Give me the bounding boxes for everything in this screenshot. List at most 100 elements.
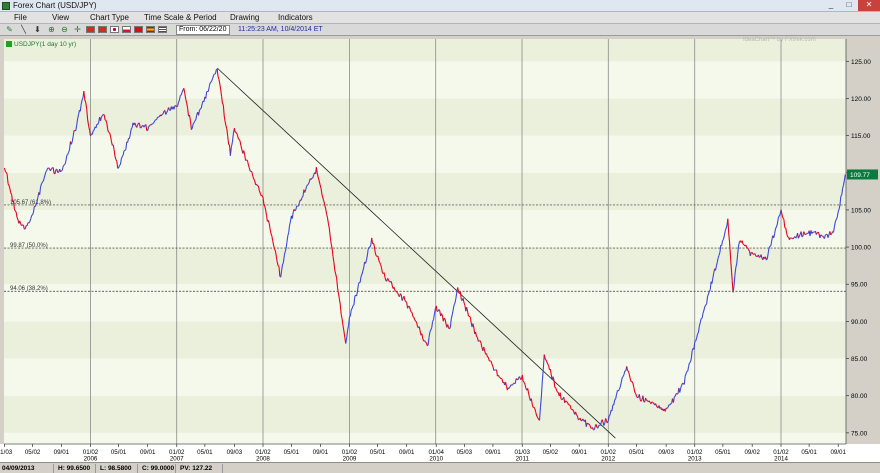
price-segment bbox=[147, 126, 150, 131]
maximize-button[interactable]: □ bbox=[846, 0, 852, 9]
usa-flag-icon[interactable] bbox=[158, 26, 167, 33]
price-segment bbox=[212, 74, 215, 79]
x-tick-label: 09/01 bbox=[830, 449, 846, 456]
price-segment bbox=[333, 262, 336, 271]
price-segment bbox=[112, 144, 115, 150]
price-segment bbox=[35, 201, 38, 204]
menu-time-scale-period[interactable]: Time Scale & Period bbox=[144, 13, 217, 22]
price-segment bbox=[71, 136, 74, 142]
menu-view[interactable]: View bbox=[52, 13, 70, 22]
price-segment bbox=[165, 112, 168, 115]
switzerland-flag-icon[interactable] bbox=[98, 26, 107, 33]
price-segment bbox=[247, 164, 250, 169]
price-segment bbox=[428, 331, 431, 338]
y-tick-label: 95.00 bbox=[851, 282, 868, 289]
price-segment bbox=[193, 120, 196, 123]
price-segment bbox=[609, 410, 612, 415]
year-gridlines bbox=[90, 39, 782, 444]
price-segment bbox=[424, 340, 426, 343]
price-segment bbox=[223, 115, 226, 122]
turkey-flag-icon[interactable] bbox=[134, 26, 143, 33]
price-segment bbox=[114, 156, 117, 160]
pencil-icon[interactable]: ✎ bbox=[6, 25, 13, 34]
price-segment bbox=[327, 223, 330, 229]
price-segment bbox=[413, 316, 416, 320]
menu-drawing[interactable]: Drawing bbox=[230, 13, 260, 22]
price-segment bbox=[43, 174, 46, 179]
price-segment bbox=[533, 407, 536, 410]
price-segment bbox=[645, 397, 647, 401]
poland-flag-icon[interactable] bbox=[122, 26, 131, 33]
price-segment bbox=[613, 399, 616, 405]
price-chart[interactable]: 105.67 (61.8%) 99.87 (50.0%) 94.06 (38.2%)… bbox=[0, 36, 880, 463]
arrow-icon[interactable]: ⬇ bbox=[34, 25, 41, 34]
price-segment bbox=[476, 336, 478, 338]
x-tick-label: 09/01 bbox=[571, 449, 587, 456]
menu-file[interactable]: File bbox=[14, 13, 27, 22]
price-segment bbox=[282, 255, 285, 263]
price-segment bbox=[108, 131, 110, 134]
menu-indicators[interactable]: Indicators bbox=[278, 13, 313, 22]
price-segment bbox=[591, 427, 594, 431]
zoom-in-icon[interactable]: ⊕ bbox=[48, 25, 55, 34]
price-segment bbox=[522, 380, 525, 383]
price-segment bbox=[696, 333, 699, 339]
price-segment bbox=[32, 206, 35, 213]
price-segment bbox=[349, 309, 352, 317]
price-segment bbox=[820, 234, 823, 237]
x-tick-label: 01/03 bbox=[515, 449, 531, 456]
status-low: L: 98.5800 bbox=[98, 464, 138, 473]
price-segment bbox=[777, 215, 780, 219]
date-range-field[interactable]: From: 06/22/20 bbox=[176, 25, 230, 35]
spain-flag-icon[interactable] bbox=[146, 26, 155, 33]
price-segment bbox=[803, 231, 806, 235]
price-segment bbox=[349, 315, 351, 318]
price-segment bbox=[619, 382, 622, 388]
price-segment bbox=[339, 304, 342, 315]
price-segment bbox=[817, 231, 820, 235]
price-segment bbox=[80, 99, 83, 105]
price-segment bbox=[87, 119, 90, 126]
minimize-button[interactable]: _ bbox=[828, 0, 834, 9]
price-segment bbox=[432, 319, 435, 322]
price-segment bbox=[599, 422, 602, 426]
price-segment bbox=[615, 394, 618, 400]
close-button[interactable]: ✕ bbox=[858, 0, 880, 11]
line-icon[interactable]: ╲ bbox=[21, 25, 26, 34]
price-segment bbox=[143, 124, 146, 128]
price-segment bbox=[705, 303, 708, 306]
price-segment bbox=[5, 172, 8, 175]
price-segment bbox=[491, 364, 494, 367]
zoom-out-icon[interactable]: ⊖ bbox=[61, 25, 68, 34]
price-segment bbox=[378, 260, 381, 263]
price-segment bbox=[795, 236, 798, 239]
canada-flag-icon[interactable] bbox=[86, 26, 95, 33]
price-segment bbox=[8, 185, 11, 189]
price-segment bbox=[492, 366, 495, 371]
price-segment bbox=[635, 393, 638, 397]
price-segment bbox=[524, 384, 527, 389]
chart-bands bbox=[4, 39, 846, 444]
japan-flag-icon[interactable] bbox=[110, 26, 119, 33]
price-segment bbox=[543, 354, 546, 359]
price-segment bbox=[452, 304, 455, 311]
price-segment bbox=[316, 173, 319, 178]
price-segment bbox=[289, 221, 292, 226]
price-segment bbox=[166, 110, 169, 113]
price-segment bbox=[6, 174, 9, 184]
chart-area[interactable]: 105.67 (61.8%) 99.87 (50.0%) 94.06 (38.2%)… bbox=[0, 36, 880, 463]
price-segment bbox=[542, 354, 545, 370]
price-segment bbox=[438, 309, 441, 311]
price-segment bbox=[768, 245, 771, 248]
price-segment bbox=[187, 108, 190, 117]
price-segment bbox=[617, 389, 619, 392]
price-segment bbox=[208, 82, 211, 87]
price-segment bbox=[246, 160, 249, 165]
price-segment bbox=[754, 253, 757, 256]
price-segment bbox=[531, 404, 534, 408]
menu-chart-type[interactable]: Chart Type bbox=[90, 13, 129, 22]
price-segment bbox=[499, 377, 502, 380]
price-segment bbox=[317, 177, 320, 182]
price-segment bbox=[200, 107, 202, 110]
crosshair-icon[interactable]: ✛ bbox=[74, 25, 81, 34]
